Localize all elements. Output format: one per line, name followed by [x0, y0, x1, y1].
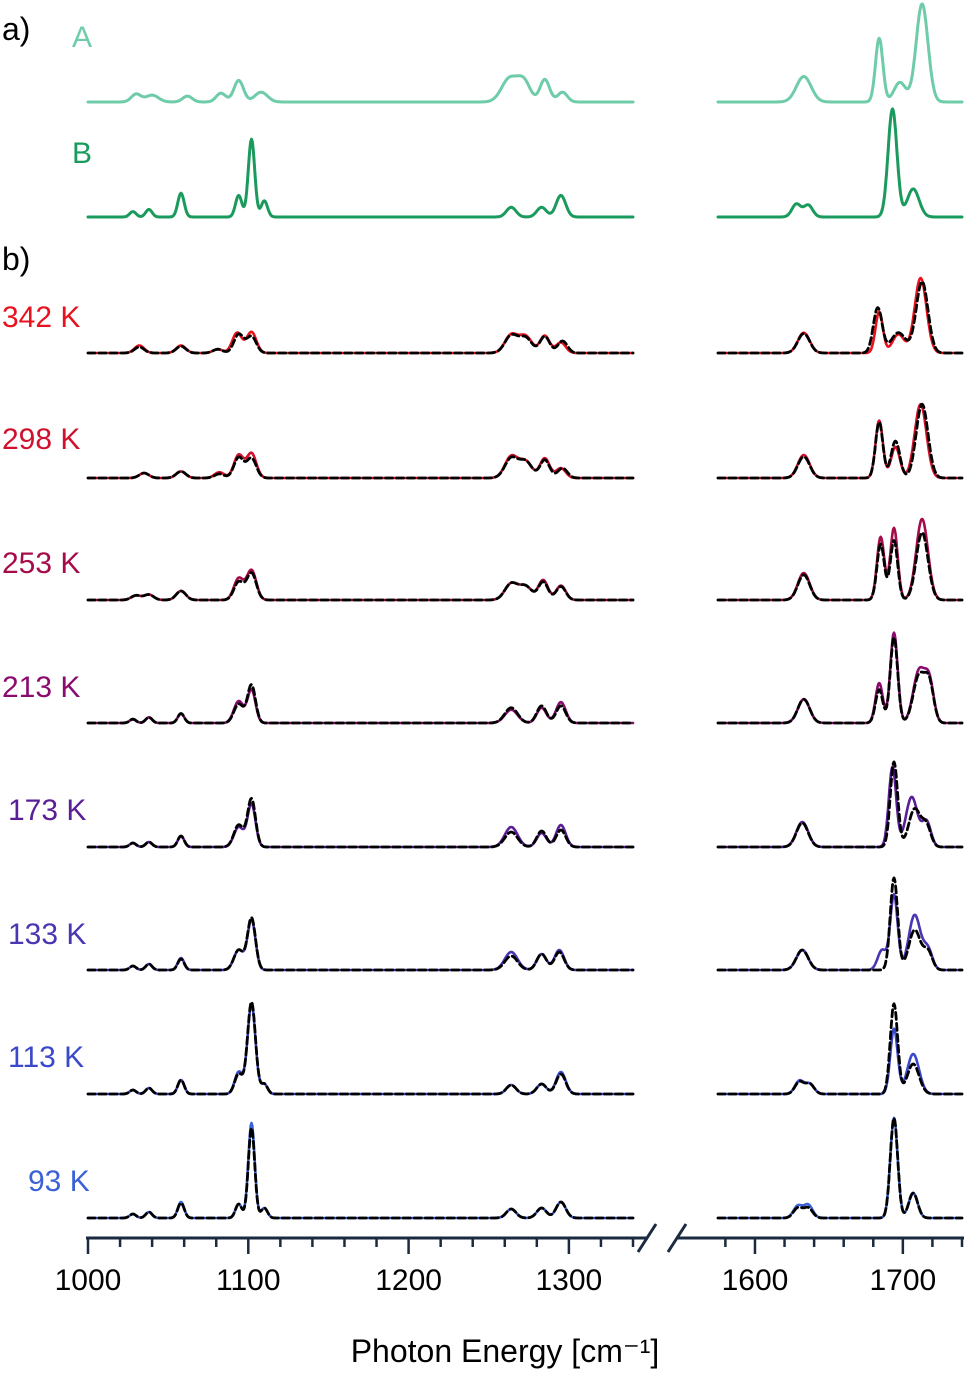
fit-line-133k-segment-1 — [86, 916, 635, 972]
reference-spectrum-b: B — [72, 107, 964, 219]
fit-line-342k-segment-1 — [86, 332, 635, 355]
series-label-298k: 298 K — [2, 423, 80, 456]
reference-label-b: B — [72, 137, 92, 170]
fit-line-173k-segment-1 — [86, 797, 635, 849]
reference-label-a: A — [72, 21, 92, 54]
measured-line-133k-segment-2 — [716, 893, 964, 972]
fit-line-213k-segment-1 — [86, 683, 635, 725]
series-label-253k: 253 K — [2, 547, 80, 580]
panel-a-label: a) — [2, 11, 30, 47]
tick-label: 1100 — [216, 1264, 281, 1297]
measured-line-213k-segment-2 — [716, 631, 964, 725]
reference-line-b-segment-2 — [716, 107, 964, 219]
tick-label: 1600 — [722, 1264, 789, 1297]
measured-line-173k-segment-1 — [86, 802, 635, 849]
measured-line-253k-segment-2 — [716, 517, 964, 602]
measured-line-342k-segment-1 — [86, 330, 635, 355]
series-213k: 213 K — [2, 631, 964, 725]
fit-line-298k-segment-2 — [716, 402, 964, 480]
tick-label: 1300 — [536, 1264, 603, 1297]
fit-line-298k-segment-1 — [86, 455, 635, 480]
series-298k: 298 K — [2, 402, 964, 480]
reference-line-a-segment-2 — [716, 2, 964, 104]
series-label-133k: 133 K — [8, 918, 86, 951]
series-label-342k: 342 K — [2, 301, 80, 334]
series-253k: 253 K — [2, 517, 964, 602]
measured-line-93k-segment-1 — [86, 1121, 635, 1220]
series-173k: 173 K — [8, 760, 964, 849]
fit-line-113k-segment-1 — [86, 1000, 635, 1096]
measured-line-113k-segment-2 — [716, 1027, 964, 1096]
series-133k: 133 K — [8, 876, 964, 972]
fit-line-253k-segment-2 — [716, 531, 964, 602]
spectra-traces: A B 342 K 298 K 253 K 213 K 173 K 133 K 113 K 93 … — [2, 2, 964, 1220]
series-label-173k: 173 K — [8, 794, 86, 827]
reference-spectrum-a: A — [72, 2, 964, 104]
series-label-93k: 93 K — [28, 1165, 90, 1198]
measured-line-93k-segment-2 — [716, 1116, 964, 1220]
axis-break-mark-1 — [636, 1223, 658, 1253]
fit-line-342k-segment-2 — [716, 280, 964, 355]
reference-line-a-segment-1 — [86, 74, 635, 104]
fit-line-93k-segment-1 — [86, 1126, 635, 1220]
x-axis: 1000 1100 1200 1300 1600 1700 — [55, 1223, 964, 1297]
tick-label: 1200 — [375, 1264, 442, 1297]
panel-b-label: b) — [2, 241, 30, 277]
fit-line-133k-segment-2 — [716, 876, 964, 972]
reference-line-b-segment-1 — [86, 137, 635, 219]
fit-line-253k-segment-1 — [86, 571, 635, 602]
axis-break-mark-2 — [666, 1223, 688, 1253]
measured-line-298k-segment-1 — [86, 451, 635, 480]
measured-line-253k-segment-1 — [86, 568, 635, 602]
series-label-213k: 213 K — [2, 671, 80, 704]
series-113k: 113 K — [8, 1000, 964, 1096]
series-342k: 342 K — [2, 276, 964, 355]
tick-label: 1700 — [869, 1264, 936, 1297]
tick-label: 1000 — [55, 1264, 122, 1297]
x-axis-label: Photon Energy [cm⁻¹] — [351, 1333, 660, 1369]
measured-line-113k-segment-1 — [86, 1002, 635, 1096]
fit-line-173k-segment-2 — [716, 760, 964, 849]
fit-line-113k-segment-2 — [716, 1002, 964, 1096]
series-label-113k: 113 K — [8, 1041, 84, 1074]
fit-line-93k-segment-2 — [716, 1116, 964, 1220]
series-93k: 93 K — [28, 1116, 964, 1220]
measured-line-173k-segment-2 — [716, 765, 964, 849]
fit-line-213k-segment-2 — [716, 636, 964, 725]
